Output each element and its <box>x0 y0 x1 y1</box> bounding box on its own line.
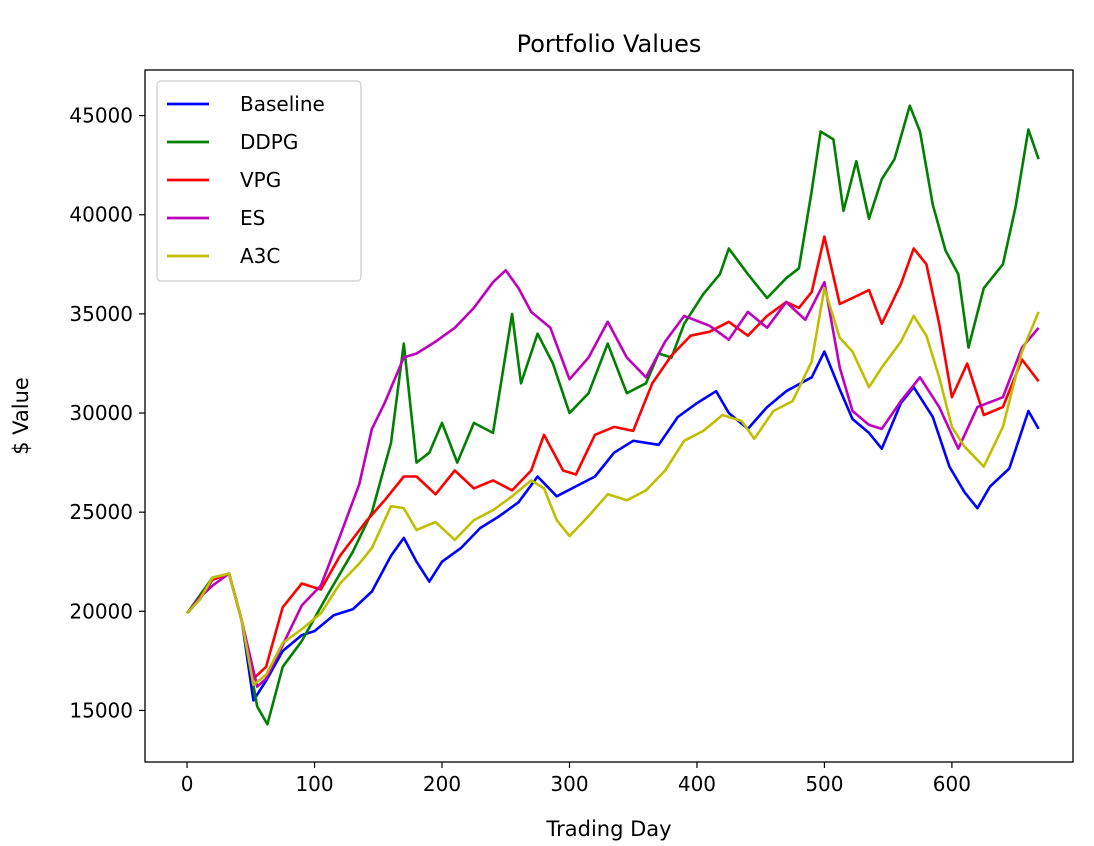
x-tick-label: 100 <box>295 772 333 796</box>
x-tick-label: 400 <box>678 772 716 796</box>
chart-title: Portfolio Values <box>517 30 702 58</box>
x-tick-label: 200 <box>423 772 461 796</box>
series-line-a3c <box>186 286 1040 687</box>
legend: Baseline DDPG VPG ES A3C <box>156 80 362 282</box>
legend-label: A3C <box>240 244 280 268</box>
legend-label: VPG <box>240 168 281 192</box>
y-tick-label: 30000 <box>69 401 133 425</box>
legend-label: DDPG <box>240 130 298 154</box>
y-tick-label: 35000 <box>69 302 133 326</box>
y-tick-label: 15000 <box>69 698 133 722</box>
series-line-ddpg <box>186 104 1040 726</box>
x-tick-label: 0 <box>181 772 194 796</box>
legend-label: ES <box>240 206 265 230</box>
y-tick-label: 40000 <box>69 203 133 227</box>
series-line-vpg <box>186 235 1040 681</box>
series-layer <box>186 104 1040 726</box>
plot-frame <box>144 69 1074 763</box>
x-tick-label: 600 <box>933 772 971 796</box>
legend-box <box>156 80 362 282</box>
series-line-es <box>186 268 1040 689</box>
legend-label: Baseline <box>240 92 325 116</box>
y-axis-label: $ Value <box>9 377 33 455</box>
x-axis-label: Trading Day <box>545 817 671 841</box>
y-tick-label: 45000 <box>69 104 133 128</box>
y-tick-label: 20000 <box>69 599 133 623</box>
tick-layer: 0 100 200 300 400 500 600 15000 20000 25000 30000 3… <box>69 104 971 796</box>
x-tick-label: 500 <box>805 772 843 796</box>
x-tick-label: 300 <box>550 772 588 796</box>
y-tick-label: 25000 <box>69 500 133 524</box>
